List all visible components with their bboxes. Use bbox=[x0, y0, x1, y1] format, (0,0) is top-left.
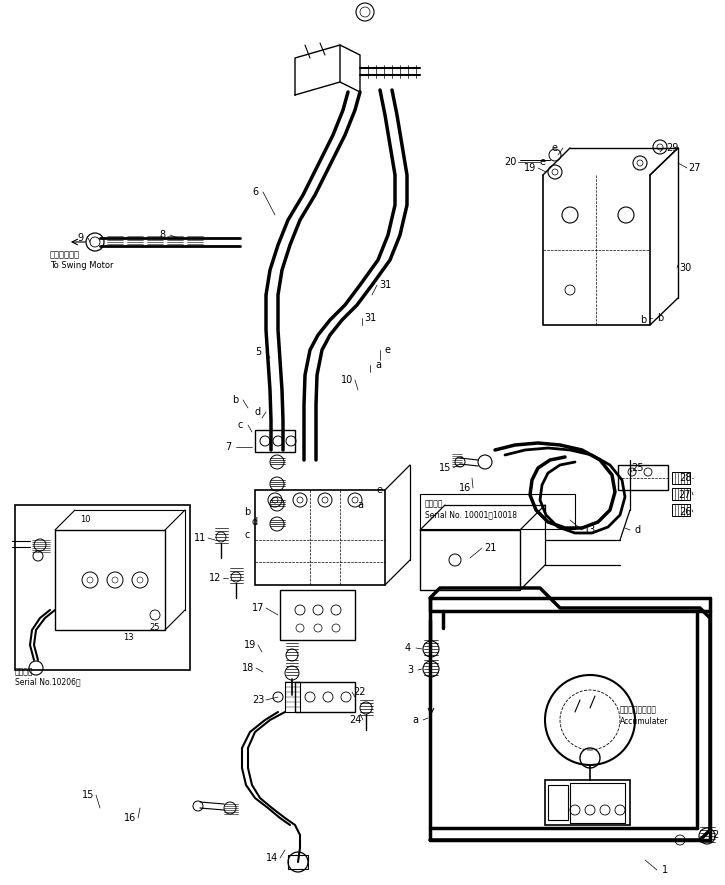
Bar bbox=[255, 430, 295, 452]
Text: 31: 31 bbox=[379, 280, 391, 290]
Text: Serial No. 10001～10018: Serial No. 10001～10018 bbox=[425, 511, 517, 519]
Bar bbox=[255, 490, 385, 585]
Text: 16: 16 bbox=[124, 813, 136, 823]
Text: 22: 22 bbox=[354, 687, 366, 697]
Bar bbox=[15, 505, 190, 670]
Bar bbox=[545, 780, 630, 825]
Text: e: e bbox=[377, 485, 383, 495]
Text: 2: 2 bbox=[712, 830, 718, 840]
Bar bbox=[420, 530, 520, 590]
Text: To Swing Motor: To Swing Motor bbox=[50, 260, 114, 270]
Text: 適用号履: 適用号履 bbox=[15, 667, 33, 676]
Text: e: e bbox=[385, 345, 391, 355]
Text: 13: 13 bbox=[123, 634, 133, 643]
Text: b: b bbox=[640, 315, 646, 325]
Bar bbox=[548, 785, 568, 820]
Text: 28: 28 bbox=[679, 473, 691, 483]
Bar bbox=[618, 465, 668, 490]
Bar bbox=[672, 488, 690, 500]
Text: 18: 18 bbox=[242, 663, 254, 673]
Text: a: a bbox=[412, 715, 418, 725]
Text: Accumulater: Accumulater bbox=[620, 718, 668, 727]
Text: d: d bbox=[635, 525, 641, 535]
Text: 23: 23 bbox=[252, 695, 264, 705]
Text: 10: 10 bbox=[80, 515, 90, 525]
Text: 27: 27 bbox=[689, 163, 701, 173]
Bar bbox=[295, 682, 355, 712]
Text: 旋回モータへ: 旋回モータへ bbox=[50, 250, 80, 259]
Bar bbox=[570, 783, 625, 823]
Text: 20: 20 bbox=[504, 157, 516, 167]
Bar bbox=[420, 494, 575, 529]
Text: b: b bbox=[244, 507, 250, 517]
Text: 19: 19 bbox=[524, 163, 536, 173]
Bar bbox=[672, 504, 690, 516]
Text: a: a bbox=[375, 360, 381, 370]
Text: 10: 10 bbox=[341, 375, 353, 385]
Bar bbox=[55, 530, 165, 630]
Text: 6: 6 bbox=[252, 187, 258, 197]
Text: 25: 25 bbox=[631, 463, 645, 473]
Text: 25: 25 bbox=[150, 624, 160, 633]
Text: c: c bbox=[244, 530, 249, 540]
Text: c: c bbox=[237, 420, 243, 430]
Text: 8: 8 bbox=[159, 230, 165, 240]
Text: 9: 9 bbox=[77, 233, 83, 243]
Text: 24: 24 bbox=[349, 715, 361, 725]
Text: 30: 30 bbox=[679, 263, 691, 273]
Text: 15: 15 bbox=[439, 463, 451, 473]
Text: 26: 26 bbox=[679, 507, 691, 517]
Bar bbox=[280, 590, 355, 640]
Text: d: d bbox=[255, 407, 261, 417]
Text: 19: 19 bbox=[244, 640, 256, 650]
Text: 29: 29 bbox=[666, 143, 678, 153]
Text: 3: 3 bbox=[407, 665, 413, 675]
Text: e: e bbox=[552, 143, 558, 153]
Text: 14: 14 bbox=[266, 853, 278, 863]
Text: 7: 7 bbox=[225, 442, 231, 452]
Text: 21: 21 bbox=[484, 543, 496, 553]
Text: 12: 12 bbox=[209, 573, 221, 583]
Text: 1: 1 bbox=[662, 865, 668, 875]
Text: Serial No.10206～: Serial No.10206～ bbox=[15, 678, 80, 687]
Text: 4: 4 bbox=[405, 643, 411, 653]
Text: 13: 13 bbox=[584, 525, 596, 535]
Text: 15: 15 bbox=[82, 790, 94, 800]
Text: e: e bbox=[540, 157, 546, 167]
Text: 17: 17 bbox=[252, 603, 264, 613]
Text: 11: 11 bbox=[194, 533, 206, 543]
Text: 27: 27 bbox=[679, 490, 691, 500]
Text: 16: 16 bbox=[459, 483, 471, 493]
Bar bbox=[672, 472, 690, 484]
Text: 適用号履: 適用号履 bbox=[425, 499, 444, 509]
Text: a: a bbox=[357, 500, 363, 510]
Bar bbox=[285, 682, 300, 712]
Text: 5: 5 bbox=[255, 347, 261, 357]
Text: アキュームレータ: アキュームレータ bbox=[620, 705, 657, 714]
Text: 31: 31 bbox=[364, 313, 376, 323]
Text: d: d bbox=[252, 517, 258, 527]
Text: b: b bbox=[232, 395, 238, 405]
Bar bbox=[288, 855, 308, 869]
Text: b: b bbox=[657, 313, 663, 323]
